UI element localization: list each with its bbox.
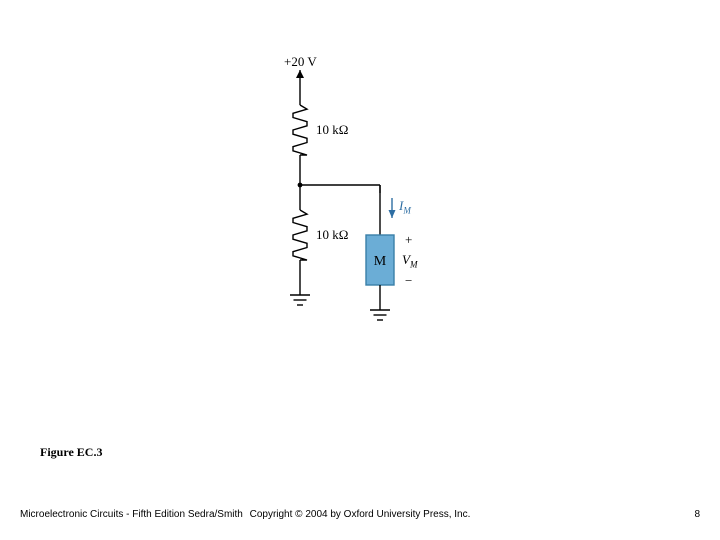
supply-voltage-label: +20 V <box>284 54 317 70</box>
voltage-vm-label: VM <box>402 252 417 270</box>
footer-copyright: Copyright © 2004 by Oxford University Pr… <box>0 509 720 520</box>
svg-text:M: M <box>374 254 387 269</box>
figure-caption: Figure EC.3 <box>40 445 102 460</box>
voltage-plus-label: + <box>405 232 412 248</box>
resistor-r2-label: 10 kΩ <box>316 227 348 243</box>
circuit-diagram: M +20 V 10 kΩ 10 kΩ IM + VM − <box>240 60 460 350</box>
circuit-svg: M <box>240 60 460 350</box>
voltage-minus-label: − <box>405 273 412 289</box>
resistor-r1-label: 10 kΩ <box>316 122 348 138</box>
footer-page-number: 8 <box>694 509 700 520</box>
current-im-label: IM <box>399 198 411 216</box>
